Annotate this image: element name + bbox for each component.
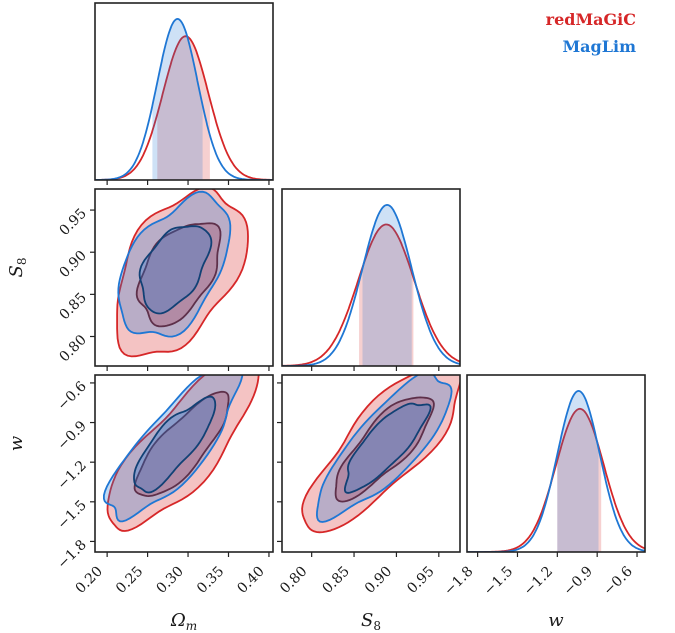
- x-axis-label-s8: S8: [361, 610, 381, 633]
- credible-band-maglim: [152, 18, 203, 180]
- marginal-curve-redmagic: [282, 223, 460, 366]
- contour-68-maglim: [138, 225, 213, 315]
- panel-om-w: 0.20 0.25 0.30 0.35 0.40 −1.8 −1.5 −1.2 −0.9 −0.6: [54, 374, 274, 597]
- panel-frame: [94, 374, 274, 553]
- panel-w-w: −1.8 −1.5 −1.2 −0.9 −0.6: [441, 374, 646, 599]
- panel-frame: [466, 374, 646, 553]
- x-tick-label: 0.40: [234, 564, 267, 597]
- y-tick-label: 0.95: [56, 206, 89, 239]
- panel-om-s8: 0.80 0.85 0.90 0.95: [56, 188, 274, 371]
- legend: redMaGiC MagLim: [546, 10, 636, 56]
- x-tick-label: 0.20: [73, 564, 106, 597]
- plot-area: [282, 203, 460, 366]
- y-tick-label: −0.9: [54, 418, 89, 453]
- plot-area: [95, 17, 273, 180]
- contour-95-redmagic: [116, 189, 249, 358]
- x-tick-label: −0.9: [561, 564, 596, 599]
- panel-s8-w: 0.80 0.85 0.90 0.95: [277, 374, 461, 597]
- credible-band-maglim: [362, 204, 412, 366]
- marginal-curve-maglim: [282, 203, 460, 366]
- x-tick-label: −1.2: [521, 564, 556, 599]
- panel-frame: [94, 2, 274, 181]
- marginal-curve-redmagic: [467, 407, 645, 552]
- plot-area: [301, 375, 460, 534]
- x-tick-label: 0.85: [320, 564, 353, 597]
- x-tick-label: 0.95: [404, 564, 437, 597]
- plot-area: [467, 389, 645, 552]
- panels-layer: 0.80 0.85 0.90 0.95 0.20 0.25 0.30 0.35 0.40 −1.8…: [6, 2, 646, 633]
- contour-95-maglim: [315, 375, 453, 523]
- y-tick-label: 0.90: [56, 248, 89, 281]
- x-axis-label-om: Ωm: [170, 610, 197, 633]
- x-tick-label: 0.25: [113, 564, 146, 597]
- y-tick-label: −0.6: [54, 378, 89, 413]
- panel-frame: [94, 188, 274, 367]
- contour-68-maglim: [344, 402, 432, 494]
- legend-entry-redmagic: redMaGiC: [546, 10, 636, 29]
- x-tick-label: −0.6: [601, 563, 636, 598]
- y-tick-label: −1.8: [54, 537, 89, 572]
- contour-68-redmagic: [135, 222, 222, 328]
- plot-area: [116, 189, 249, 358]
- marginal-curve-redmagic: [95, 35, 273, 180]
- x-tick-label: 0.30: [154, 564, 187, 597]
- credible-band-maglim: [557, 390, 599, 552]
- y-axis-label-s8: S8: [6, 258, 29, 278]
- contour-68-redmagic: [133, 390, 230, 498]
- credible-band-redmagic: [557, 408, 602, 552]
- credible-band-redmagic: [157, 36, 210, 180]
- contour-68-maglim: [133, 395, 217, 494]
- credible-band-redmagic: [359, 224, 414, 366]
- contour-68-redmagic: [334, 396, 435, 503]
- panel-frame: [281, 374, 461, 553]
- x-axis-label-w: w: [548, 610, 564, 631]
- x-tick-label: −1.8: [441, 564, 476, 599]
- y-tick-label: −1.2: [54, 458, 89, 493]
- x-tick-label: 0.80: [277, 564, 310, 597]
- contour-95-maglim: [103, 375, 244, 523]
- panel-s8-s8: [281, 188, 461, 371]
- plot-area: [103, 375, 260, 532]
- contour-95-redmagic: [301, 375, 460, 534]
- panel-frame: [281, 188, 461, 367]
- y-tick-label: −1.5: [54, 497, 89, 532]
- panel-om-om: [94, 2, 274, 185]
- marginal-curve-maglim: [95, 17, 273, 180]
- x-tick-label: −1.5: [481, 564, 516, 599]
- y-axis-label-w: w: [6, 435, 27, 451]
- marginal-curve-maglim: [467, 389, 645, 552]
- x-tick-label: 0.90: [362, 564, 395, 597]
- y-tick-label: 0.85: [56, 290, 89, 323]
- legend-entry-maglim: MagLim: [562, 37, 636, 56]
- y-tick-label: 0.80: [56, 332, 89, 365]
- x-tick-label: 0.35: [194, 564, 227, 597]
